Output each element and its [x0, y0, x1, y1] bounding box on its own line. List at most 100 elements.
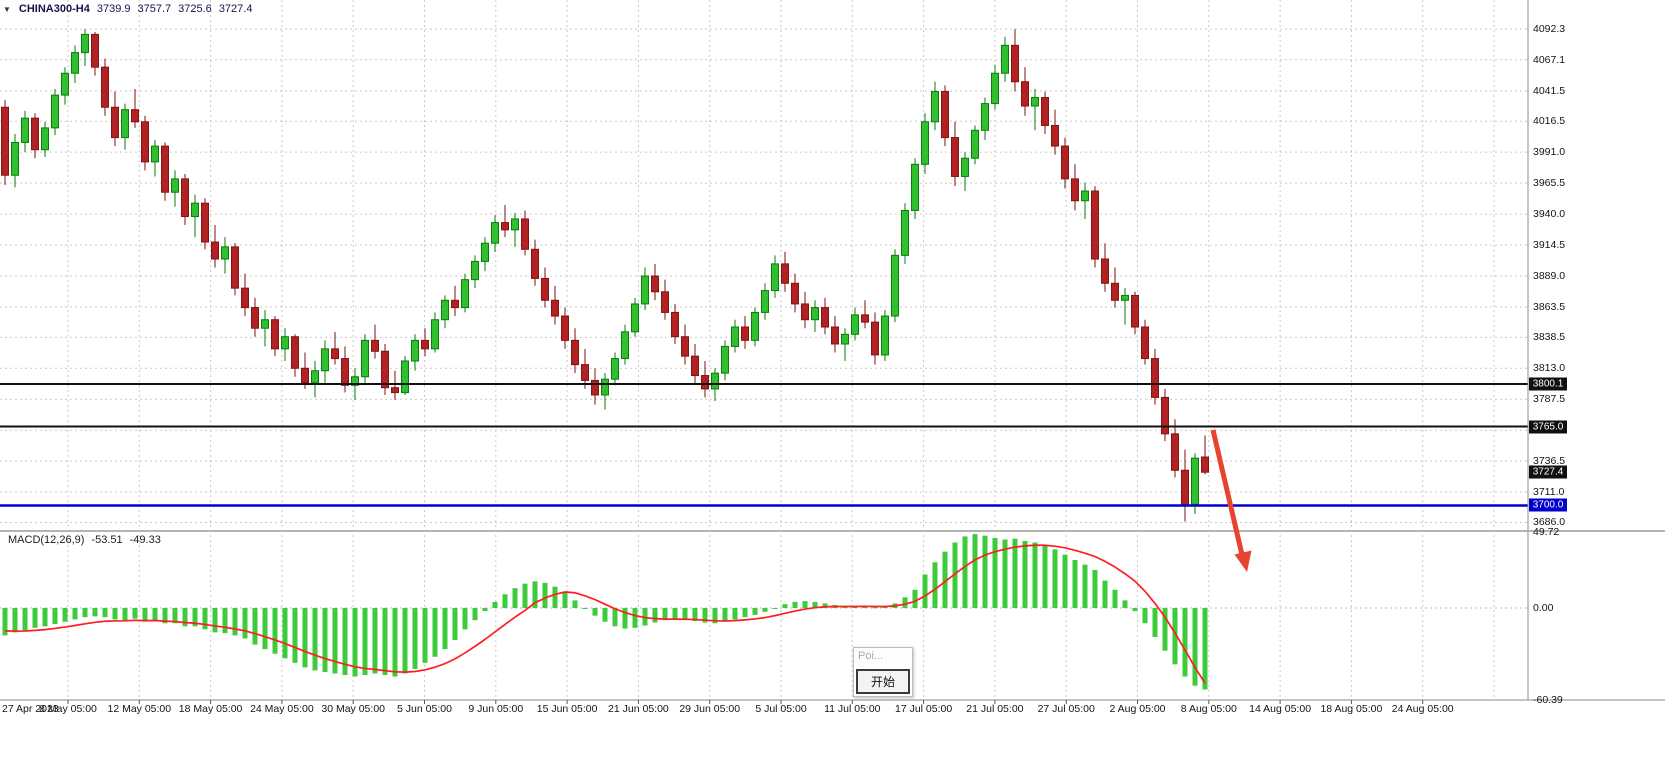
bear-candle-body — [301, 367, 309, 384]
macd-signal-value: -49.33 — [129, 534, 161, 546]
trend-arrow-shaft[interactable] — [1210, 429, 1246, 560]
bull-candle-body — [461, 279, 469, 309]
macd-histogram-bar — [452, 608, 458, 640]
bull-candle-body — [41, 127, 49, 151]
bear-candle-body — [241, 287, 249, 309]
macd-histogram-bar — [172, 608, 178, 624]
time-tick-label: 21 Jul 05:00 — [966, 703, 1024, 715]
macd-histogram-bar — [282, 608, 288, 659]
bear-candle-body — [671, 311, 679, 338]
bull-candle-body — [281, 336, 289, 350]
macd-histogram-bar — [1152, 608, 1158, 637]
bull-candle-body — [171, 178, 179, 193]
symbol-period-label: CHINA300-H4 — [18, 3, 90, 15]
macd-histogram-bar — [992, 537, 998, 608]
popup-start-button[interactable]: 开始 — [856, 669, 910, 694]
bear-candle-body — [381, 350, 389, 389]
macd-histogram-bar — [912, 589, 918, 608]
time-tick-label: 27 Apr 2023 — [2, 703, 59, 715]
time-tick-label: 14 Aug 05:00 — [1249, 703, 1312, 715]
macd-histogram-bar — [1022, 540, 1028, 608]
bear-candle-body — [951, 137, 959, 177]
bear-candle-body — [691, 355, 699, 377]
price-tag: 3765.0 — [1529, 420, 1567, 434]
macd-histogram-bar — [662, 608, 668, 621]
time-tick-label: 2 Aug 05:00 — [1109, 703, 1166, 715]
macd-histogram-bar — [1142, 608, 1148, 624]
macd-histogram-bar — [482, 608, 488, 612]
bull-candle-body — [261, 319, 269, 329]
one-click-trading-collapse-icon[interactable]: ▼ — [3, 4, 11, 14]
bull-candle-body — [611, 358, 619, 380]
price-tick-label: 3736.5 — [1533, 455, 1566, 468]
bull-candle-body — [991, 72, 999, 105]
price-tag: 3800.1 — [1529, 377, 1567, 391]
bull-candle-body — [351, 376, 359, 386]
macd-histogram-bar — [252, 608, 258, 645]
pane-separator[interactable] — [0, 530, 1665, 532]
bear-candle-body — [291, 336, 299, 369]
macd-name: MACD(12,26,9) — [8, 534, 85, 546]
bear-candle-body — [141, 121, 149, 163]
bear-candle-body — [701, 375, 709, 390]
bear-candle-body — [571, 339, 579, 366]
macd-histogram-bar — [272, 608, 278, 654]
bear-candle-body — [161, 145, 169, 193]
macd-histogram-bar — [902, 597, 908, 608]
popup-dialog: Poi... 开始 — [853, 647, 913, 697]
time-tick-label: 21 Jun 05:00 — [608, 703, 669, 715]
macd-histogram-bar — [772, 608, 778, 609]
bull-candle-body — [981, 103, 989, 131]
macd-histogram-bar — [72, 608, 78, 620]
bear-candle-body — [1131, 294, 1139, 328]
price-tick-label: 4016.5 — [1533, 115, 1566, 128]
macd-histogram-bar — [432, 608, 438, 657]
macd-histogram-bar — [732, 608, 738, 620]
macd-histogram-bar — [472, 608, 478, 621]
bear-candle-body — [661, 291, 669, 313]
macd-indicator-label: MACD(12,26,9) -53.51 -49.33 — [8, 534, 161, 546]
macd-histogram-bar — [32, 608, 38, 628]
macd-histogram-bar — [792, 601, 798, 608]
trend-arrow-head[interactable] — [1234, 550, 1252, 573]
bull-candle-body — [751, 311, 759, 341]
macd-histogram-bar — [922, 574, 928, 608]
price-tick-label: 4067.1 — [1533, 53, 1566, 66]
price-tick-label: 3940.0 — [1533, 208, 1566, 221]
macd-histogram-bar — [42, 608, 48, 627]
macd-histogram-bar — [512, 588, 518, 608]
macd-histogram-bar — [782, 604, 788, 608]
time-tick-label: 8 May 05:00 — [39, 703, 97, 715]
bear-candle-body — [101, 66, 109, 108]
bear-candle-body — [781, 263, 789, 284]
time-tick-label: 18 Aug 05:00 — [1320, 703, 1383, 715]
macd-histogram-bar — [222, 608, 228, 634]
bull-candle-body — [971, 129, 979, 159]
macd-histogram-bar — [552, 586, 558, 608]
bear-candle-body — [531, 248, 539, 279]
bull-candle-body — [931, 90, 939, 123]
time-tick-label: 5 Jul 05:00 — [755, 703, 807, 715]
bear-candle-body — [91, 33, 99, 68]
macd-histogram-bar — [462, 608, 468, 630]
macd-histogram-bar — [362, 608, 368, 676]
bull-candle-body — [311, 370, 319, 384]
macd-histogram-bar — [82, 608, 88, 618]
bear-candle-body — [791, 282, 799, 305]
macd-histogram-bar — [132, 608, 138, 619]
bear-candle-body — [1091, 190, 1099, 260]
macd-histogram-bar — [522, 583, 528, 608]
bear-candle-body — [1, 106, 9, 176]
macd-signal-line — [4, 544, 1206, 684]
macd-histogram-bar — [262, 608, 268, 650]
bear-candle-body — [131, 109, 139, 123]
bull-candle-body — [601, 378, 609, 396]
macd-histogram-bar — [392, 608, 398, 677]
macd-histogram-bar — [742, 608, 748, 618]
bull-candle-body — [851, 314, 859, 335]
macd-histogram-bar — [302, 608, 308, 668]
